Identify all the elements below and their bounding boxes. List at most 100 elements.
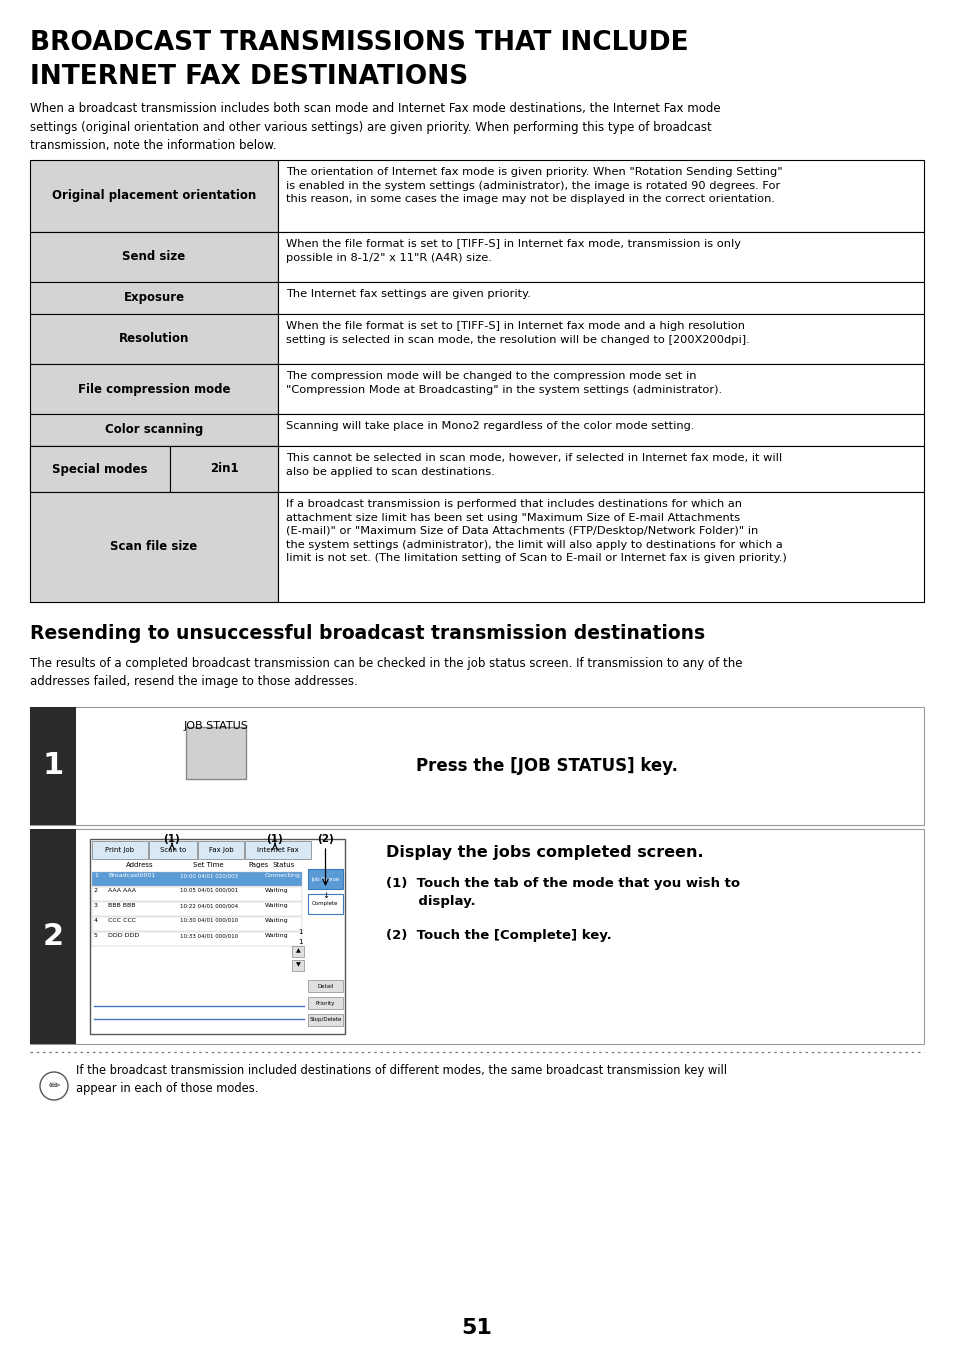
Text: DDD DDD: DDD DDD — [108, 934, 139, 938]
Text: Display the jobs completed screen.: Display the jobs completed screen. — [386, 844, 703, 861]
Text: BROADCAST TRANSMISSIONS THAT INCLUDE: BROADCAST TRANSMISSIONS THAT INCLUDE — [30, 30, 688, 55]
Text: 1: 1 — [297, 929, 302, 935]
Text: Complete: Complete — [312, 901, 338, 907]
Text: Address: Address — [126, 862, 153, 867]
Bar — [91, 871, 302, 886]
Text: Exposure: Exposure — [123, 292, 184, 304]
Text: 3: 3 — [94, 902, 98, 908]
Text: 1: 1 — [42, 751, 64, 781]
Text: When the file format is set to [TIFF-S] in Internet fax mode, transmission is on: When the file format is set to [TIFF-S] … — [286, 239, 740, 262]
Bar — [30, 492, 277, 603]
Text: If a broadcast transmission is performed that includes destinations for which an: If a broadcast transmission is performed… — [286, 499, 786, 563]
Text: 5: 5 — [94, 934, 98, 938]
Text: (1): (1) — [164, 834, 180, 844]
Bar — [277, 363, 923, 413]
Bar — [308, 894, 343, 915]
Text: Job Queue: Job Queue — [311, 877, 339, 881]
Text: ▼: ▼ — [295, 962, 300, 967]
Text: Original placement orientation: Original placement orientation — [51, 189, 255, 203]
Text: The results of a completed broadcast transmission can be checked in the job stat: The results of a completed broadcast tra… — [30, 657, 741, 689]
Bar — [30, 159, 277, 232]
Text: Waiting: Waiting — [265, 917, 289, 923]
Text: Waiting: Waiting — [265, 934, 289, 938]
Text: INTERNET FAX DESTINATIONS: INTERNET FAX DESTINATIONS — [30, 63, 468, 91]
Text: Special modes: Special modes — [52, 462, 148, 476]
Text: 10:22 04/01 000/004: 10:22 04/01 000/004 — [180, 902, 238, 908]
Text: AAA AAA: AAA AAA — [108, 888, 136, 893]
Text: 1: 1 — [297, 939, 302, 944]
Text: 10:33 04/01 000/010: 10:33 04/01 000/010 — [180, 934, 238, 938]
Text: (2)  Touch the [Complete] key.: (2) Touch the [Complete] key. — [386, 929, 611, 942]
Bar — [198, 842, 244, 859]
Text: ✏: ✏ — [49, 1079, 60, 1093]
Text: ▲: ▲ — [295, 948, 300, 954]
Text: File compression mode: File compression mode — [77, 382, 230, 396]
Bar — [277, 492, 923, 603]
Bar — [91, 932, 302, 946]
Text: 2: 2 — [42, 921, 64, 951]
Text: Scanning will take place in Mono2 regardless of the color mode setting.: Scanning will take place in Mono2 regard… — [286, 422, 694, 431]
Text: 2in1: 2in1 — [210, 462, 238, 476]
Bar — [277, 282, 923, 313]
Bar — [277, 413, 923, 446]
Text: BBB BBB: BBB BBB — [108, 902, 135, 908]
Text: CCC CCC: CCC CCC — [108, 917, 136, 923]
Bar — [308, 979, 343, 992]
Bar — [308, 997, 343, 1009]
Text: Connecting: Connecting — [265, 873, 300, 878]
Bar — [277, 446, 923, 492]
Bar — [149, 842, 196, 859]
Text: 2: 2 — [94, 888, 98, 893]
Text: 10:00 04/01 020/003: 10:00 04/01 020/003 — [180, 873, 238, 878]
Bar — [292, 946, 304, 957]
Text: Internet Fax: Internet Fax — [257, 847, 298, 852]
Text: 10:30 04/01 000/010: 10:30 04/01 000/010 — [180, 917, 238, 923]
Text: ↓: ↓ — [322, 890, 329, 900]
Text: The orientation of Internet fax mode is given priority. When "Rotation Sending S: The orientation of Internet fax mode is … — [286, 168, 781, 204]
Text: When the file format is set to [TIFF-S] in Internet fax mode and a high resoluti: When the file format is set to [TIFF-S] … — [286, 322, 749, 345]
Bar — [186, 727, 246, 780]
Bar — [245, 842, 311, 859]
Bar — [308, 869, 343, 889]
Text: Priority: Priority — [315, 1001, 335, 1005]
Text: Fax Job: Fax Job — [209, 847, 233, 852]
Bar — [30, 363, 277, 413]
Text: 51: 51 — [461, 1319, 492, 1337]
Bar — [30, 313, 277, 363]
Bar — [30, 282, 277, 313]
Text: Print Job: Print Job — [106, 847, 134, 852]
Text: Waiting: Waiting — [265, 902, 289, 908]
Text: The Internet fax settings are given priority.: The Internet fax settings are given prio… — [286, 289, 530, 299]
Text: Send size: Send size — [122, 250, 186, 263]
Bar — [30, 830, 76, 1044]
Text: Pages: Pages — [248, 862, 268, 867]
Text: Set Time: Set Time — [193, 862, 223, 867]
Text: Resending to unsuccessful broadcast transmission destinations: Resending to unsuccessful broadcast tran… — [30, 624, 704, 643]
Bar — [30, 446, 170, 492]
Bar — [91, 917, 302, 931]
Text: 10:05 04/01 000/001: 10:05 04/01 000/001 — [180, 888, 238, 893]
Text: When a broadcast transmission includes both scan mode and Internet Fax mode dest: When a broadcast transmission includes b… — [30, 101, 720, 153]
Text: The compression mode will be changed to the compression mode set in
"Compression: The compression mode will be changed to … — [286, 372, 721, 394]
Bar — [277, 313, 923, 363]
Bar — [30, 707, 923, 825]
Text: Color scanning: Color scanning — [105, 423, 203, 436]
Bar — [30, 232, 277, 282]
Circle shape — [40, 1071, 68, 1100]
Text: (1)  Touch the tab of the mode that you wish to: (1) Touch the tab of the mode that you w… — [386, 877, 740, 890]
Text: Status: Status — [273, 862, 294, 867]
Bar — [277, 232, 923, 282]
Bar — [91, 902, 302, 916]
Bar — [30, 707, 76, 825]
Text: Scan to: Scan to — [160, 847, 186, 852]
Text: Stop/Delete: Stop/Delete — [309, 1017, 341, 1023]
Text: display.: display. — [386, 894, 476, 908]
Bar — [91, 888, 302, 901]
Bar — [30, 413, 277, 446]
Text: (2): (2) — [316, 834, 334, 844]
Text: This cannot be selected in scan mode, however, if selected in Internet fax mode,: This cannot be selected in scan mode, ho… — [286, 453, 781, 477]
Bar — [292, 961, 304, 971]
Text: 1: 1 — [94, 873, 98, 878]
Text: 4: 4 — [94, 917, 98, 923]
Text: Press the [JOB STATUS] key.: Press the [JOB STATUS] key. — [416, 757, 678, 775]
